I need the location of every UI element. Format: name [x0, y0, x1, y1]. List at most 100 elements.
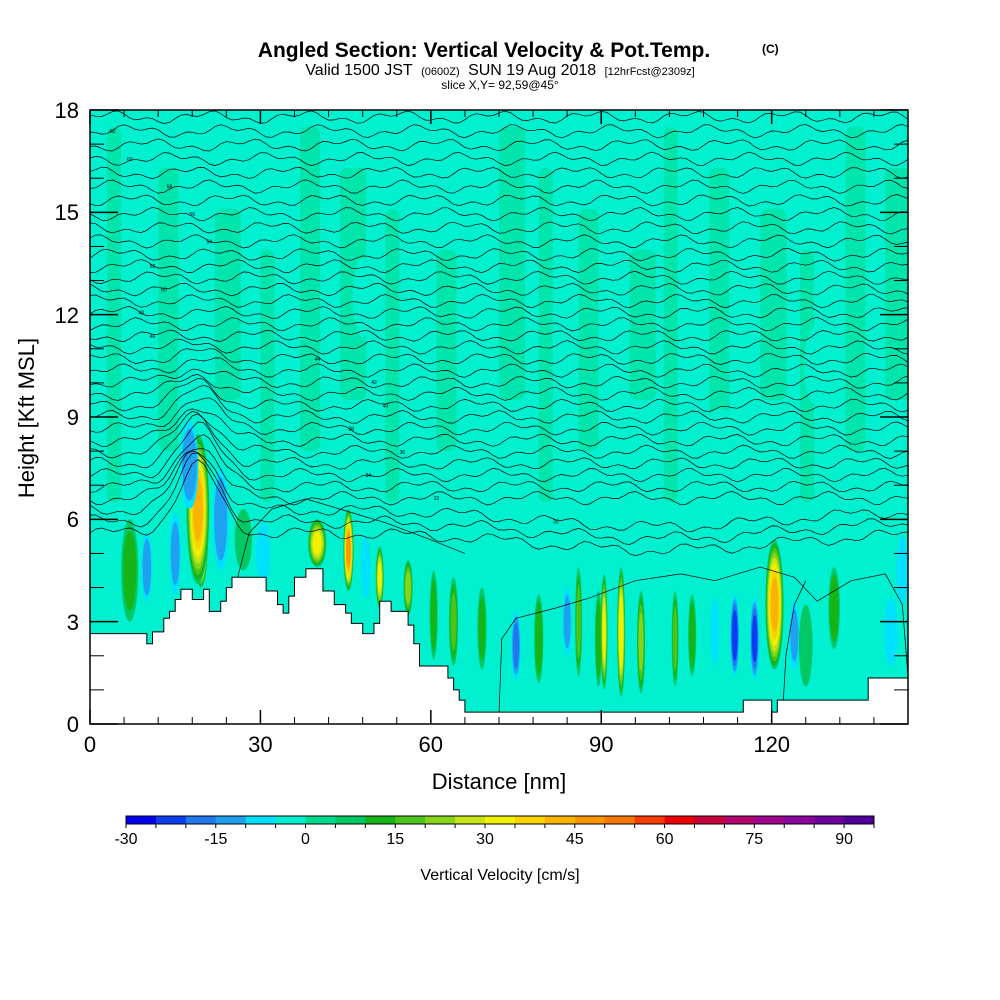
velocity-level: [142, 538, 152, 596]
velocity-level: [884, 597, 898, 667]
subtitle-forecast: [12hrFcst@2309z]: [605, 66, 695, 78]
colorbar-cell: [694, 816, 725, 824]
colorbar-cell: [485, 816, 516, 824]
tick-marks: [89, 109, 909, 725]
velocity-level: [705, 408, 736, 453]
velocity-level: [595, 598, 602, 679]
theta-contour: [90, 221, 908, 235]
velocity-level: [731, 609, 738, 661]
velocity-cell: [343, 509, 354, 591]
theta-contour: [90, 357, 908, 378]
velocity-level: [352, 257, 373, 338]
theta-contour-label: 62: [110, 129, 116, 135]
theta-contour: [90, 452, 908, 545]
theta-contour: [90, 348, 908, 366]
theta-contour-label: 30: [553, 519, 559, 525]
colorbar-tick-label: -15: [204, 831, 227, 848]
theta-contour-label: 52: [150, 264, 156, 270]
colorbar-tick-label: 30: [476, 831, 494, 848]
theta-contour: [90, 408, 908, 447]
chart-subtitle: Valid 1500 JST (0600Z) SUN 19 Aug 2018 […: [305, 62, 694, 79]
x-tick-label: 30: [248, 732, 272, 757]
theta-contour: [90, 448, 908, 506]
updraft-streak: [158, 167, 179, 452]
colorbar-cell: [126, 816, 157, 824]
colorbar-tick-label: 45: [566, 831, 584, 848]
colorbar-cell: [844, 816, 875, 824]
theta-contour: [90, 247, 908, 262]
y-tick-label: 6: [67, 507, 79, 532]
x-axis-label: Distance [nm]: [432, 769, 567, 794]
theta-contour: [90, 434, 908, 493]
velocity-level: [576, 584, 581, 659]
updraft-streak: [578, 208, 599, 452]
theta-contour: [90, 329, 908, 342]
theta-contour: [90, 207, 908, 222]
y-tick-label: 12: [55, 303, 79, 328]
theta-contour: [90, 282, 908, 297]
theta-contour: [90, 338, 908, 355]
velocity-level: [405, 570, 411, 605]
theta-contour: [90, 234, 908, 249]
y-axis-label: Height [Kft MSL]: [14, 338, 39, 498]
x-tick-label: 90: [589, 732, 613, 757]
updraft-streak: [260, 249, 275, 503]
velocity-cell: [617, 567, 626, 697]
colorbar-tick-label: 90: [835, 831, 853, 848]
colorbar-tick-label: 15: [386, 831, 404, 848]
velocity-level: [829, 574, 839, 642]
theta-contour: [810, 110, 908, 111]
velocity-level: [512, 622, 520, 669]
theta-contour: [237, 498, 466, 578]
theta-contour-label: 54: [207, 239, 213, 245]
theta-contour-label: 38: [349, 427, 355, 433]
velocity-cell: [884, 597, 898, 667]
shading-layer: [107, 127, 908, 503]
velocity-cell: [180, 420, 199, 510]
y-axis: 0 3 6 9 12 15 18 Height [Kft MSL]: [14, 98, 79, 737]
slice-label: slice X,Y= 92,59@45°: [441, 78, 559, 92]
colorbar-label: Vertical Velocity [cm/s]: [420, 867, 579, 884]
colorbar-cell: [395, 816, 426, 824]
theta-contour: [782, 580, 807, 707]
velocity-cell: [308, 519, 327, 568]
velocity-level: [563, 595, 571, 649]
theta-contour-label: 32: [434, 496, 440, 502]
theta-contour: [90, 194, 908, 207]
subtitle-utc: (0600Z): [421, 66, 460, 78]
theta-contour: [90, 397, 908, 436]
colorbar-cell: [275, 816, 306, 824]
velocity-cell: [352, 257, 373, 338]
velocity-cell: [765, 539, 784, 670]
velocity-cell: [671, 590, 679, 687]
theta-contour: [90, 306, 908, 319]
theta-contour-label: 64: [121, 101, 127, 107]
colorbar-cell: [604, 816, 635, 824]
colorbar-tick-marks: [125, 824, 875, 828]
y-tick-label: 3: [67, 610, 79, 635]
subtitle-valid: Valid 1500 JST: [305, 62, 413, 79]
theta-contour: [90, 138, 908, 152]
velocity-cell: [705, 408, 736, 453]
velocity-cell: [256, 522, 271, 585]
theta-contour: [90, 410, 908, 459]
x-tick-label: 0: [84, 732, 96, 757]
colorbar-cell: [365, 816, 396, 824]
theta-contour-label: 46: [150, 334, 156, 340]
y-tick-label: 18: [55, 98, 79, 123]
velocity-cell: [803, 326, 831, 406]
theta-contour: [90, 374, 908, 401]
theta-contour-label: 60: [127, 157, 133, 163]
velocity-level: [182, 428, 197, 501]
theta-contour: [90, 166, 908, 179]
colorbar-cell: [305, 816, 336, 824]
y-tick-label: 9: [67, 405, 79, 430]
theta-contour: [90, 368, 908, 389]
velocity-cell: [375, 546, 384, 609]
theta-contour-label: 40: [383, 403, 389, 409]
theta-contour-label: 56: [189, 212, 195, 218]
velocity-level: [450, 592, 457, 651]
updraft-streak: [300, 127, 321, 452]
theta-contour-label: 50: [161, 287, 167, 293]
velocity-level: [214, 477, 228, 561]
